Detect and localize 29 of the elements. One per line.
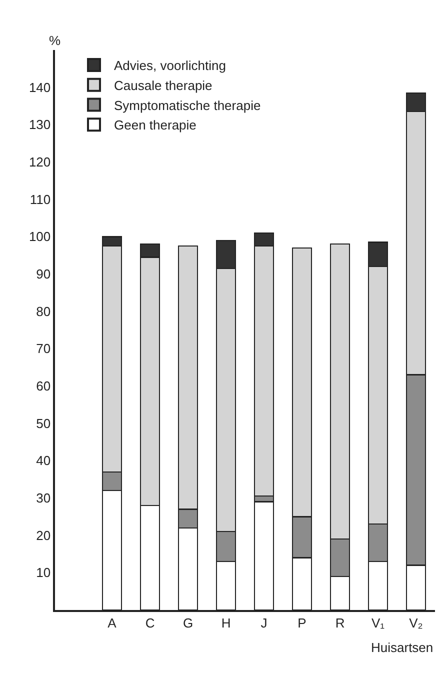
x-tick-label: H — [221, 615, 231, 630]
x-tick-label: V₁ — [371, 615, 386, 630]
x-tick-label: J — [260, 615, 268, 630]
x-tick-label: P — [298, 615, 306, 630]
y-tick-label: 40 — [36, 453, 51, 468]
y-tick-label: 60 — [36, 378, 51, 394]
y-tick-label: 70 — [36, 341, 51, 356]
legend-label: Causale therapie — [114, 78, 212, 93]
x-tick-label: V₂ — [409, 615, 423, 630]
legend-label: Geen therapie — [114, 118, 196, 133]
y-tick-label: 140 — [28, 80, 51, 95]
legend-label: Symptomatische therapie — [114, 98, 261, 113]
y-tick-label: 20 — [36, 528, 51, 543]
y-tick-label: 80 — [36, 304, 51, 319]
x-tick-label: A — [108, 615, 117, 630]
x-tick-label: C — [145, 615, 155, 630]
y-tick-label: 120 — [28, 154, 51, 170]
y-tick-label: 90 — [36, 266, 51, 282]
y-axis-title: % — [49, 33, 61, 48]
legend-label: Advies, voorlichting — [114, 58, 226, 74]
y-tick-label: 130 — [28, 117, 51, 132]
x-tick-label: R — [335, 615, 345, 630]
y-tick-label: 110 — [30, 192, 51, 207]
y-tick-label: 100 — [28, 229, 51, 244]
y-tick-label: 30 — [36, 490, 51, 506]
x-tick-label: G — [182, 615, 194, 630]
x-axis-title: Huisartsen — [371, 640, 434, 655]
y-tick-label: 10 — [36, 565, 51, 580]
y-tick-label: 50 — [36, 416, 51, 431]
